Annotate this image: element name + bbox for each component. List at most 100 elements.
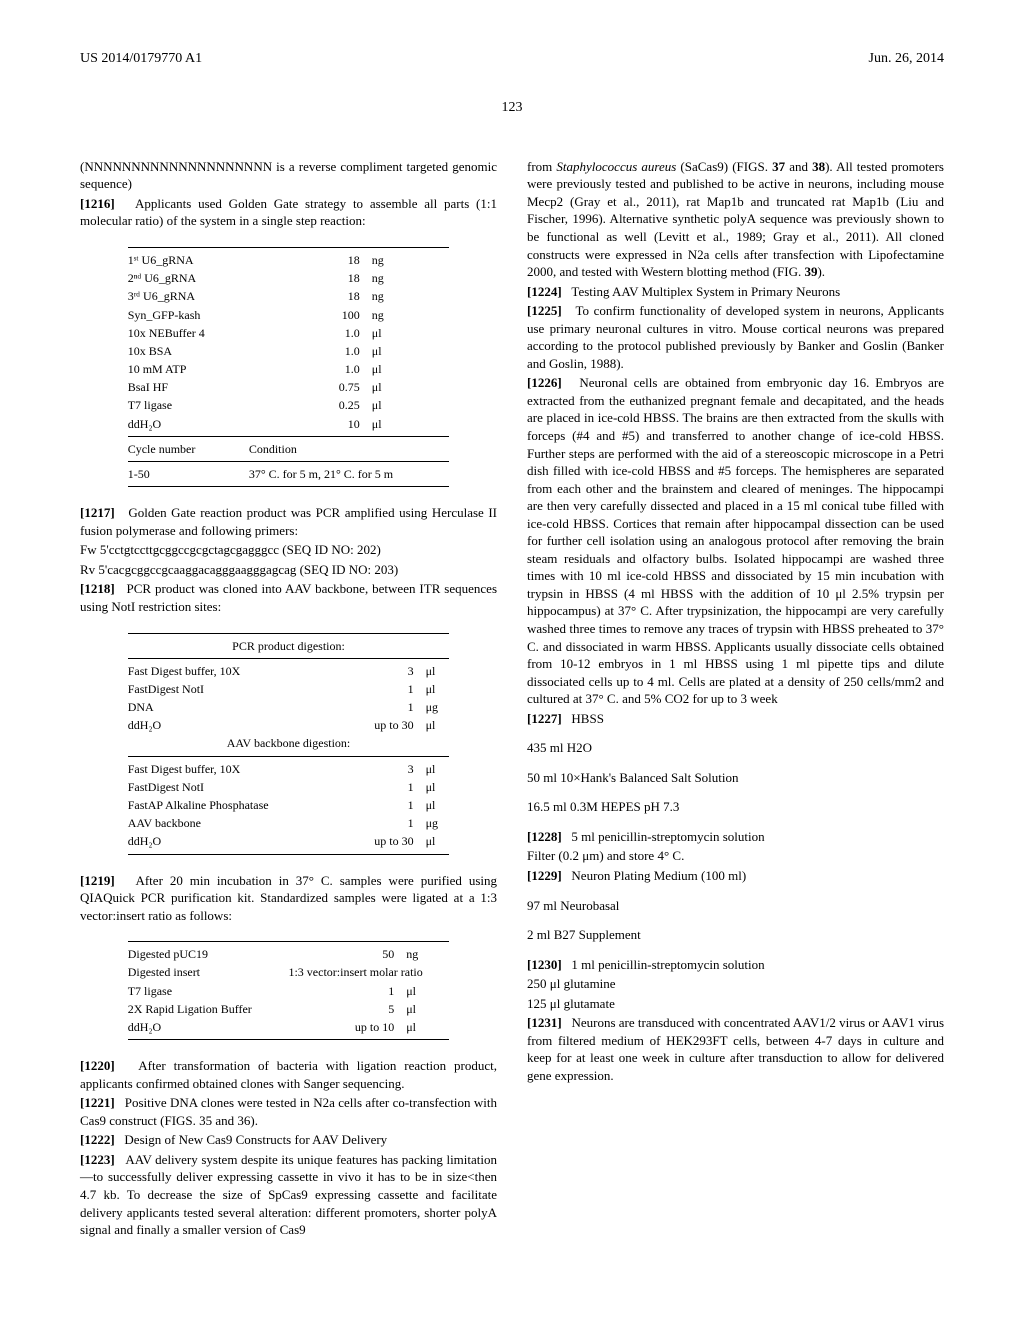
table-row: FastDigest NotI1μl [122, 680, 456, 698]
reagent-amount: 100 [243, 306, 366, 324]
para-1225-text: To confirm functionality of developed sy… [527, 303, 944, 371]
reagent-unit: μl [400, 1000, 455, 1018]
reagent-unit: μl [420, 832, 456, 850]
table-row: 10x BSA1.0μl [122, 342, 456, 360]
reagent-amount: 1 [282, 982, 400, 1000]
reagent-amount: 18 [243, 269, 366, 287]
two-column-layout: (NNNNNNNNNNNNNNNNNNNN is a reverse compl… [80, 158, 944, 1241]
reagent-amount: 0.25 [243, 396, 366, 414]
para-1216: [1216] Applicants used Golden Gate strat… [80, 195, 497, 230]
para-1222-text: Design of New Cas9 Constructs for AAV De… [124, 1132, 387, 1147]
reagent-amount: 10 [243, 415, 366, 433]
para-1221-text: Positive DNA clones were tested in N2a c… [80, 1095, 497, 1128]
para-1226: [1226] Neuronal cells are obtained from … [527, 374, 944, 707]
para-1229-text: Neuron Plating Medium (100 ml) [571, 868, 746, 883]
left-column: (NNNNNNNNNNNNNNNNNNNN is a reverse compl… [80, 158, 497, 1241]
table-row: ddH₂Oup to 10μl [122, 1018, 456, 1036]
reagent-unit: μl [366, 415, 456, 433]
reagent-amount: 50 [282, 945, 400, 963]
digestion-table: PCR product digestion: Fast Digest buffe… [122, 630, 456, 858]
reagent-name: FastAP Alkaline Phosphatase [122, 796, 345, 814]
reagent-name: Fast Digest buffer, 10X [122, 662, 345, 680]
reagent-amount: 3 [345, 760, 420, 778]
reagent-amount: 1 [345, 796, 420, 814]
para-1227-text: HBSS [571, 711, 604, 726]
table-row: FastAP Alkaline Phosphatase1μl [122, 796, 456, 814]
npm-line-1: 97 ml Neurobasal [527, 897, 944, 915]
table-row: FastDigest NotI1μl [122, 778, 456, 796]
reagent-name: 2X Rapid Ligation Buffer [122, 1000, 283, 1018]
table-row: T7 ligase0.25μl [122, 396, 456, 414]
reagent-name: T7 ligase [122, 396, 243, 414]
reagent-unit: ng [366, 269, 456, 287]
para-1224: [1224] Testing AAV Multiplex System in P… [527, 283, 944, 301]
table-row: 1ˢᵗ U6_gRNA18ng [122, 251, 456, 269]
para-1217: [1217] Golden Gate reaction product was … [80, 504, 497, 539]
reagent-name: Fast Digest buffer, 10X [122, 760, 345, 778]
reagent-amount: 1 [345, 680, 420, 698]
para-1230: [1230] 1 ml penicillin-streptomycin solu… [527, 956, 944, 974]
reagent-unit: ng [366, 251, 456, 269]
para-1227: [1227] HBSS [527, 710, 944, 728]
patent-number: US 2014/0179770 A1 [80, 50, 202, 69]
reagent-unit: μl [366, 360, 456, 378]
table-row: 10x NEBuffer 41.0μl [122, 324, 456, 342]
reagent-unit: μg [420, 814, 456, 832]
npm-line-2: 2 ml B27 Supplement [527, 926, 944, 944]
reagent-unit: μl [420, 680, 456, 698]
reagent-name: 3ʳᵈ U6_gRNA [122, 287, 243, 305]
reagent-unit: μl [366, 396, 456, 414]
para-1219: [1219] After 20 min incubation in 37° C.… [80, 872, 497, 925]
page-number: 123 [80, 99, 944, 118]
reagent-name: ddH₂O [122, 1018, 283, 1036]
table-row: ddH₂Oup to 30μl [122, 716, 456, 734]
para-1229: [1229] Neuron Plating Medium (100 ml) [527, 867, 944, 885]
reagent-name: FastDigest NotI [122, 778, 345, 796]
para-1223: [1223] AAV delivery system despite its u… [80, 1151, 497, 1239]
digestion-header-2: AAV backbone digestion: [122, 734, 456, 752]
reagent-name: DNA [122, 698, 345, 716]
reagent-name: ddH₂O [122, 415, 243, 433]
para-1226-text: Neuronal cells are obtained from embryon… [527, 375, 944, 706]
para-1219-text: After 20 min incubation in 37° C. sample… [80, 873, 497, 923]
cycle-value-right: 37° C. for 5 m, 21° C. for 5 m [243, 465, 455, 483]
reagent-unit: ng [366, 306, 456, 324]
para-1228-text: 5 ml penicillin-streptomycin solution [571, 829, 764, 844]
reagent-unit: μl [366, 342, 456, 360]
reagent-name: 10x BSA [122, 342, 243, 360]
cycle-value-left: 1-50 [122, 465, 243, 483]
table-row: AAV backbone1μg [122, 814, 456, 832]
table-row: ddH₂O10μl [122, 415, 456, 433]
reagent-name: ddH₂O [122, 832, 345, 850]
reagent-name: AAV backbone [122, 814, 345, 832]
reagent-unit: ng [400, 945, 455, 963]
table-row: 3ʳᵈ U6_gRNA18ng [122, 287, 456, 305]
table-row: 2ⁿᵈ U6_gRNA18ng [122, 269, 456, 287]
reagent-unit: μl [400, 1018, 455, 1036]
reagent-amount: 18 [243, 287, 366, 305]
reagent-name: 10 mM ATP [122, 360, 243, 378]
reagent-amount: 1 [345, 814, 420, 832]
reagent-unit: μl [400, 982, 455, 1000]
para-1231: [1231] Neurons are transduced with conce… [527, 1014, 944, 1084]
para-1224-text: Testing AAV Multiplex System in Primary … [571, 284, 840, 299]
reagent-amount: 3 [345, 662, 420, 680]
primer-fw: Fw 5'cctgtccttgcggccgcgctagcgagggcc (SEQ… [80, 541, 497, 559]
filter-line: Filter (0.2 μm) and store 4° C. [527, 847, 944, 865]
reagent-amount: 1 [345, 778, 420, 796]
reagent-amount: 1 [345, 698, 420, 716]
reagent-amount: 0.75 [243, 378, 366, 396]
cycle-header-left: Cycle number [122, 440, 243, 458]
reagent-amount: 5 [282, 1000, 400, 1018]
table-row: T7 ligase1μl [122, 982, 456, 1000]
cycle-header-right: Condition [243, 440, 455, 458]
patent-page: US 2014/0179770 A1 Jun. 26, 2014 123 (NN… [0, 0, 1024, 1301]
reagent-amount: up to 10 [282, 1018, 400, 1036]
publication-date: Jun. 26, 2014 [869, 50, 944, 69]
hbss-line-3: 16.5 ml 0.3M HEPES pH 7.3 [527, 798, 944, 816]
table-row: Fast Digest buffer, 10X3μl [122, 760, 456, 778]
reagent-unit: μl [420, 796, 456, 814]
primer-rv: Rv 5'cacgcggccgcaaggacagggaagggagcag (SE… [80, 561, 497, 579]
para-1230-text: 1 ml penicillin-streptomycin solution [571, 957, 764, 972]
reagent-unit: μl [420, 778, 456, 796]
